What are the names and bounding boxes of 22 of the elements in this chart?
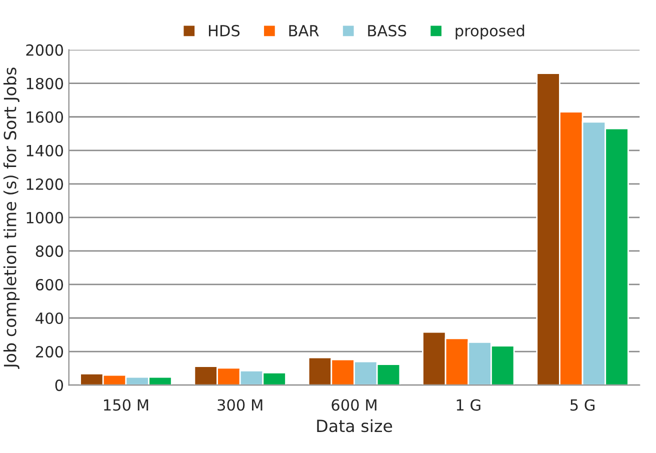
y-tick-label: 800 [36,245,64,257]
x-tick-label: 1 G [456,399,480,411]
y-tick-label: 2000 [26,44,64,56]
legend-label: HDS [208,24,240,36]
y-tick-label: 400 [36,312,64,324]
x-tick-label: 600 M [332,399,376,411]
y-tick-label: 1800 [26,78,64,90]
x-tick-label: 150 M [104,399,148,411]
y-tick-label: 1000 [26,212,64,224]
y-axis-title: Job completion time (s) for Sort Jobs [3,68,20,369]
legend-label: proposed [456,24,524,40]
y-tick-label: 200 [36,346,64,358]
x-tick-label: 300 M [218,399,262,411]
legend-label: BAR [289,25,319,36]
y-tick-label: 0 [55,380,64,392]
legend-label: BASS [368,24,406,36]
y-tick-label: 1200 [26,178,64,190]
y-tick-label: 1600 [26,111,64,123]
y-tick-label: 600 [36,278,64,291]
x-axis-title: Data size [317,419,392,432]
y-tick-label: 1400 [26,144,64,156]
x-tick-label: 5 G [570,399,594,411]
